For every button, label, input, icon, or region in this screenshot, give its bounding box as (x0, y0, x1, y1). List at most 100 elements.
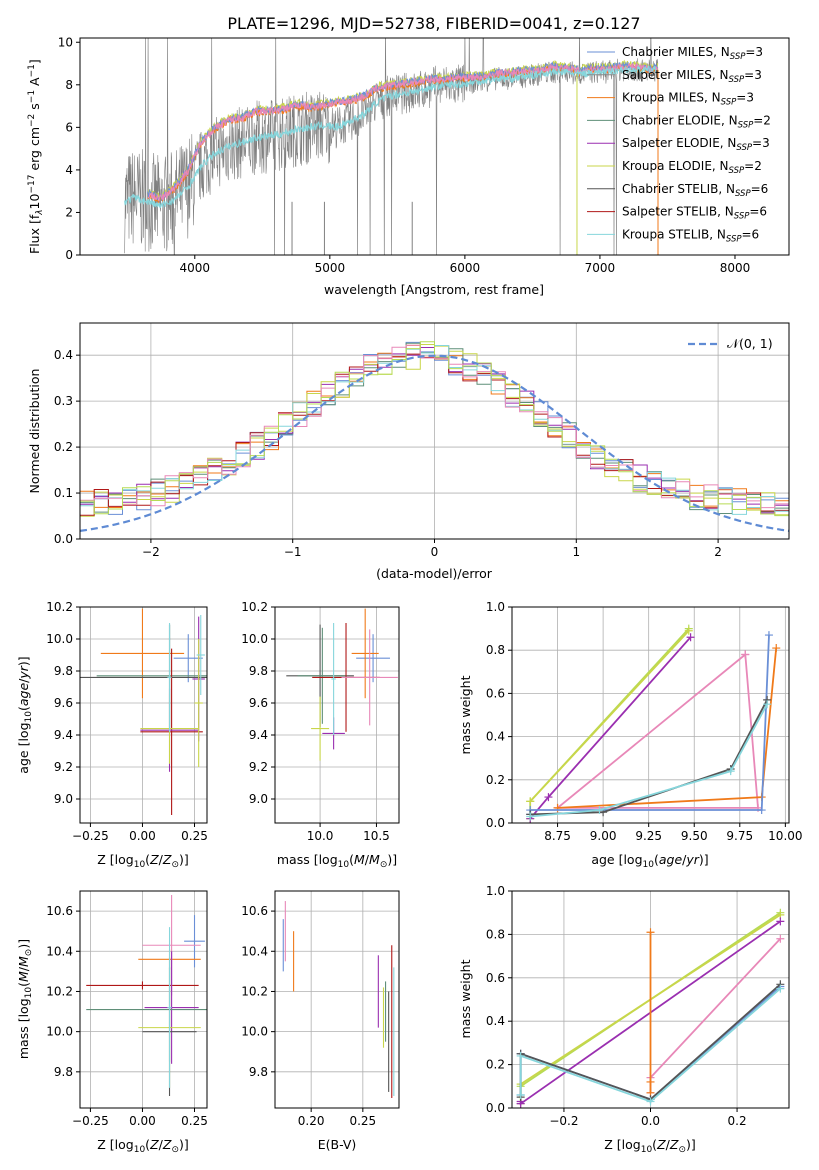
y-tick-label: 10 (58, 35, 73, 49)
x-tick-label: 0 (431, 545, 439, 559)
plot-area-spectrum (124, 38, 659, 255)
legend-entry: 𝒩(0, 1) (727, 336, 773, 351)
x-axis-label: mass [log10(M/M⊙)] (277, 852, 397, 870)
x-tick-label: −0.25 (72, 829, 109, 843)
weight-marker (772, 644, 781, 653)
weight-marker (516, 1051, 525, 1060)
x-tick-label: 9.25 (635, 829, 662, 843)
weight-marker (776, 984, 785, 993)
y-tick-label: 0.2 (486, 1058, 505, 1072)
x-tick-label: 1 (572, 545, 580, 559)
x-tick-label: 10.5 (363, 829, 390, 843)
y-tick-label: 9.8 (54, 1065, 73, 1079)
y-tick-label: 9.2 (54, 760, 73, 774)
y-axis-label: mass weight (458, 675, 473, 754)
x-axis-label: age [log10(age/yr)] (591, 852, 708, 870)
gaussian-curve (80, 354, 789, 532)
panel-mass_vs_ebv: 0.20 0.25 9.8 10.0 10.2 10.4 10.6 E(B-V) (241, 890, 400, 1152)
weight-marker (526, 812, 535, 821)
y-tick-label: 0.3 (54, 394, 73, 408)
legend-entry: Kroupa ELODIE, NSSP=2 (622, 159, 762, 176)
panel-mass_vs_z: −0.25 0.00 0.25 9.8 10.0 10.2 10.4 10.6 Z [log10… (16, 890, 208, 1155)
y-tick-label: 10.6 (46, 904, 73, 918)
y-tick-label: 0.8 (486, 927, 505, 941)
y-tick-label: 2 (65, 205, 73, 219)
weight-marker (516, 1090, 525, 1099)
weight-marker (595, 806, 604, 815)
x-tick-label: 9.50 (681, 829, 708, 843)
x-tick-label: 10.00 (768, 829, 802, 843)
axes-frame (274, 606, 400, 824)
y-tick-label: 0.0 (486, 816, 505, 830)
weight-marker (646, 928, 655, 937)
y-tick-label: 10.0 (46, 1025, 73, 1039)
y-tick-label: 1.0 (486, 600, 505, 614)
y-tick-label: 9.8 (249, 1065, 268, 1079)
weight-marker (686, 633, 695, 642)
y-tick-label: 10.0 (241, 632, 268, 646)
y-tick-label: 9.6 (249, 696, 268, 710)
y-axis-label: mass [log10(M/M⊙)] (16, 939, 34, 1059)
x-tick-label: 5000 (315, 261, 346, 275)
x-tick-label: −0.25 (72, 1114, 109, 1128)
model-spectrum (147, 62, 659, 202)
x-tick-label: 9.75 (726, 829, 753, 843)
y-tick-label: 0.4 (54, 348, 73, 362)
weight-line (529, 630, 690, 803)
y-tick-label: 9.2 (249, 760, 268, 774)
y-tick-label: 0 (65, 248, 73, 262)
y-tick-label: 0.6 (486, 686, 505, 700)
weight-marker (646, 1097, 655, 1106)
y-tick-label: 0.8 (486, 643, 505, 657)
x-tick-label: 0.25 (181, 829, 208, 843)
legend-entry: Kroupa MILES, NSSP=3 (622, 91, 754, 108)
plot-area-age_vs_mass (286, 608, 398, 761)
weight-line (557, 647, 778, 809)
weight-marker (646, 1077, 655, 1086)
panel-spectrum: 4000 5000 6000 7000 8000 0 2 4 6 8 10 wavelength [A… (27, 35, 790, 297)
weight-line (529, 635, 770, 815)
x-axis-label: wavelength [Angstrom, rest frame] (324, 282, 544, 297)
x-axis-label: Z [log10(Z/Z⊙)] (97, 1137, 189, 1155)
axes-frame (79, 606, 208, 824)
legend-entry: Salpeter STELIB, NSSP=6 (622, 205, 767, 222)
x-axis-label: Z [log10(Z/Z⊙)] (97, 852, 189, 870)
x-tick-label: 0.2 (728, 1114, 747, 1128)
weight-line (649, 938, 781, 1093)
plot-area-residuals (80, 341, 789, 532)
x-tick-label: 8000 (720, 261, 751, 275)
x-axis-label: Z [log10(Z/Z⊙)] (604, 1137, 696, 1155)
weight-marker (526, 797, 535, 806)
weight-line (519, 987, 781, 1103)
legend-entry: Salpeter MILES, NSSP=3 (622, 68, 762, 85)
plot-area-weight_vs_age (526, 624, 781, 823)
y-tick-label: 9.0 (54, 792, 73, 806)
plot-area-age_vs_z (80, 608, 207, 815)
y-tick-label: 0.2 (486, 773, 505, 787)
weight-marker (776, 917, 785, 926)
y-tick-label: 10.6 (241, 904, 268, 918)
y-tick-label: 10.0 (46, 632, 73, 646)
y-tick-label: 10.0 (241, 1025, 268, 1039)
x-tick-label: 0.00 (129, 829, 156, 843)
y-tick-label: 0.0 (54, 532, 73, 546)
weight-line (530, 703, 768, 818)
y-tick-label: 9.4 (54, 728, 73, 742)
legend-entry: Kroupa STELIB, NSSP=6 (622, 227, 759, 244)
y-axis-label: Normed distribution (27, 369, 42, 494)
x-tick-label: 6000 (450, 261, 481, 275)
y-tick-label: 0.2 (54, 440, 73, 454)
weight-marker (544, 793, 553, 802)
figure-title: PLATE=1296, MJD=52738, FIBERID=0041, z=0… (227, 14, 640, 33)
y-tick-label: 10.4 (46, 944, 73, 958)
y-tick-label: 4 (65, 163, 73, 177)
x-tick-label: 4000 (180, 261, 211, 275)
x-tick-label: 10.0 (307, 829, 334, 843)
plot-area-weight_vs_z (516, 908, 785, 1108)
y-tick-label: 10.2 (46, 600, 73, 614)
x-tick-label: 0.20 (298, 1114, 325, 1128)
x-tick-label: 8.75 (544, 829, 571, 843)
residual-histogram (80, 341, 789, 517)
y-tick-label: 0.4 (486, 730, 505, 744)
y-tick-label: 9.0 (249, 792, 268, 806)
